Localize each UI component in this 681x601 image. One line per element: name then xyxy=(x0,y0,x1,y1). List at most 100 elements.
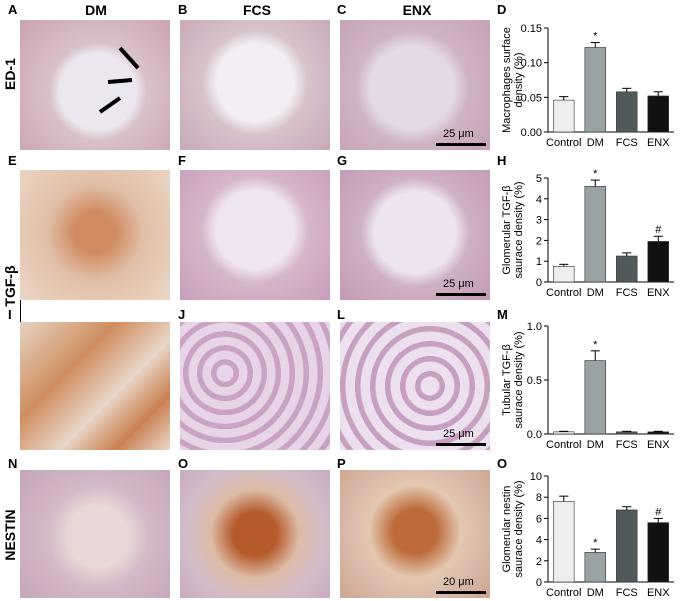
scalebar-tgfb-glom xyxy=(436,293,486,296)
y-tick-label: 0.5 xyxy=(527,375,542,387)
y-axis-title: Glomerular TGF-β saurace density (%) xyxy=(501,181,525,278)
y-tick-label: 1 xyxy=(536,256,542,268)
y-tick-label: 1.0 xyxy=(527,321,542,333)
panel-letter-o-chart: O xyxy=(497,456,508,471)
x-tick-label: ENX xyxy=(647,587,670,599)
y-axis-title: Macrophages surface density (%) xyxy=(501,27,525,133)
panel-letter-c: C xyxy=(337,2,347,17)
panel-letter-f: F xyxy=(178,153,186,168)
scalebar-label-tgfb-tub: 25 μm xyxy=(443,428,474,440)
chart-tubular-tgfb: Tubular TGF-β saurace density (%)0.0 0.5 1.… xyxy=(501,321,674,451)
x-tick-label: DM xyxy=(587,587,604,599)
panel-letter-j: J xyxy=(178,307,186,322)
y-tick-label: 0 xyxy=(536,577,542,589)
y-axis-title: Glomerular nestin saurace density (%) xyxy=(501,480,525,577)
chart-glomerular-nestin: Glomerular nestin saurace density (%) 0 2 4 6… xyxy=(501,471,674,599)
micrograph-nestin-enx xyxy=(340,470,490,598)
y-axis-title-line: saurace density (%) xyxy=(513,331,525,428)
y-tick-label: 2 xyxy=(536,556,542,568)
y-axis-title-line: saurace density (%) xyxy=(513,181,525,278)
significance-marker: # xyxy=(655,506,662,518)
x-tick-label: Control xyxy=(546,287,581,299)
y-axis-title-line: saurace density (%) xyxy=(513,480,525,577)
bar-dm xyxy=(584,186,606,283)
micrograph-ed1-dm xyxy=(20,20,170,150)
micrograph-tgfb-glom-fcs xyxy=(180,170,330,300)
y-axis-title-line: Glomerular TGF-β xyxy=(501,185,513,274)
bar-control xyxy=(553,431,575,435)
y-tick-label: 0 xyxy=(536,277,542,289)
y-tick-label: 4 xyxy=(536,194,542,206)
y-tick-label: 0.0 xyxy=(527,429,542,441)
bar-dm xyxy=(584,552,606,583)
x-tick-label: ENX xyxy=(647,137,670,149)
scalebar-label-nestin: 20 μm xyxy=(443,576,474,588)
micrograph-tgfb-tub-dm xyxy=(20,322,170,450)
micrograph-ed1-enx xyxy=(340,20,490,150)
panel-letter-g: G xyxy=(337,153,348,168)
panel-letter-i: I xyxy=(8,307,12,322)
panel-letter-l: L xyxy=(337,307,345,322)
panel-letter-b: B xyxy=(178,2,188,17)
scalebar-nestin xyxy=(436,591,486,594)
y-tick-label: 4 xyxy=(536,535,542,547)
scalebar-ed1 xyxy=(436,143,486,146)
bar-dm xyxy=(584,360,606,435)
panel-letter-n: N xyxy=(8,456,18,471)
significance-marker: * xyxy=(593,339,598,351)
panel-letter-d: D xyxy=(497,2,507,17)
bar-control xyxy=(553,266,575,283)
micrograph-nestin-fcs xyxy=(180,470,330,598)
x-tick-label: ENX xyxy=(647,439,670,451)
panel-letter-e: E xyxy=(8,153,17,168)
x-tick-label: DM xyxy=(587,287,604,299)
y-axis-title-line: Glomerular nestin xyxy=(501,486,513,573)
chart-glomerular-tgfb: Glomerular TGF-β saurace density (%) 0 1 2 3 4… xyxy=(501,168,674,299)
x-tick-label: ENX xyxy=(647,287,670,299)
bar-dm xyxy=(584,47,606,133)
ed1-dm-annotation-arrows xyxy=(98,46,140,114)
micrograph-tgfb-tub-enx xyxy=(340,322,490,450)
bar-enx xyxy=(647,431,669,435)
scalebar-label-tgfb-glom: 25 μm xyxy=(443,278,474,290)
significance-marker: # xyxy=(655,224,662,236)
significance-marker: * xyxy=(593,168,598,180)
x-tick-label: Control xyxy=(546,137,581,149)
panel-letter-a: A xyxy=(8,2,18,17)
x-tick-label: FCS xyxy=(616,287,638,299)
y-tick-label: 0.00 xyxy=(521,127,542,139)
y-tick-label: 0.10 xyxy=(521,58,542,70)
x-tick-label: FCS xyxy=(616,439,638,451)
y-tick-label: 6 xyxy=(536,513,542,525)
micrograph-tgfb-tub-fcs xyxy=(180,322,330,450)
y-axis-title-line: density (%) xyxy=(513,52,525,107)
panel-letter-p: P xyxy=(337,456,346,471)
bar-fcs xyxy=(616,255,638,283)
bar-fcs xyxy=(616,91,638,133)
scalebar-label-ed1: 25 μm xyxy=(443,128,474,140)
y-tick-label: 10 xyxy=(530,471,542,483)
micrograph-ed1-fcs xyxy=(180,20,330,150)
y-tick-label: 3 xyxy=(536,215,542,227)
row-label-ed1: ED-1 xyxy=(2,58,18,90)
y-tick-label: 8 xyxy=(536,492,542,504)
column-header-fcs: FCS xyxy=(243,2,271,18)
bar-control xyxy=(553,501,575,583)
chart-macrophages: Macrophages surface density (%)0.00 0.05 0.… xyxy=(501,23,674,149)
x-tick-label: DM xyxy=(587,439,604,451)
row-label-nestin: NESTIN xyxy=(2,509,18,561)
panel-letter-o: O xyxy=(178,456,189,471)
significance-marker: * xyxy=(593,537,598,549)
column-header-dm: DM xyxy=(85,2,107,18)
bar-enx xyxy=(647,241,669,283)
y-tick-label: 2 xyxy=(536,235,542,247)
bar-control xyxy=(553,99,575,133)
y-axis-title: Tubular TGF-β saurace density (%) xyxy=(501,331,525,428)
x-tick-label: Control xyxy=(546,439,581,451)
micrograph-tgfb-glom-dm xyxy=(20,170,170,300)
x-tick-label: FCS xyxy=(616,587,638,599)
micrograph-tgfb-glom-enx xyxy=(340,170,490,300)
column-header-enx: ENX xyxy=(402,2,432,18)
bar-fcs xyxy=(616,509,638,583)
y-tick-label: 0.05 xyxy=(521,92,542,104)
